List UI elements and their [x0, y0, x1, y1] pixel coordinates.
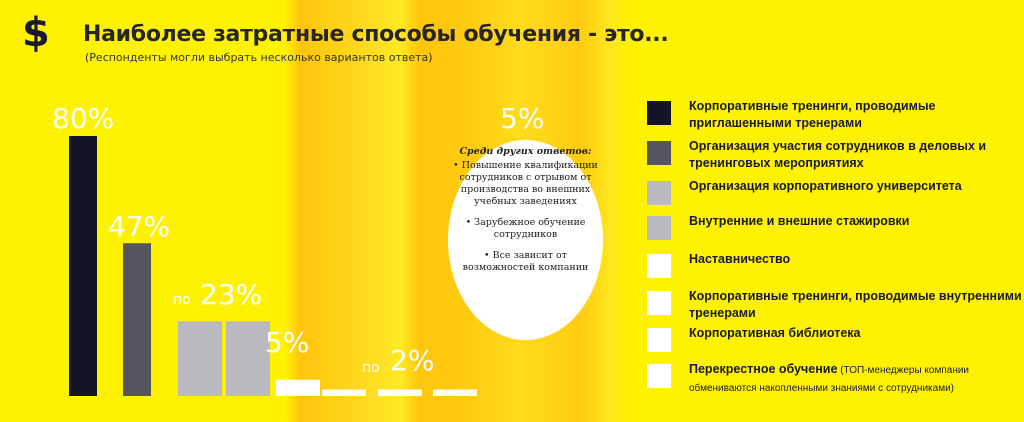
legend-label-text: Перекрестное обучение — [689, 362, 838, 376]
bar-8 — [433, 389, 477, 396]
legend-label: Организация участия сотрудников в деловы… — [689, 138, 1024, 172]
value-label: 47% — [108, 210, 170, 243]
other-answers-text: Среди других ответов: • Повышение квалиф… — [448, 146, 603, 283]
legend-label: Корпоративная библиотека — [689, 325, 1024, 342]
bar-7 — [378, 389, 422, 396]
other-answer-item: • Все зависит от возможностей компании — [462, 250, 589, 273]
legend-label: Корпоративные тренинги, проводимые пригл… — [689, 98, 1024, 132]
legend-label-text: Корпоративная библиотека — [689, 326, 861, 340]
dollar-icon: $ — [22, 10, 50, 56]
legend-label: Организация корпоративного университета — [689, 178, 1024, 195]
bar-2 — [123, 243, 151, 396]
legend-label-text: Корпоративные тренинги, проводимые внутр… — [689, 289, 1022, 320]
other-answer-item: • Зарубежное обучение сотрудников — [465, 217, 586, 240]
legend-swatch — [647, 364, 671, 388]
legend-swatch — [647, 328, 671, 352]
value-label: 2% — [390, 344, 434, 377]
legend-label-text: Организация корпоративного университета — [689, 179, 962, 193]
chart-title: Наиболее затратные способы обучения - эт… — [83, 22, 669, 47]
legend-label: Внутренние и внешние стажировки — [689, 213, 1024, 230]
value-label-prefix: по — [173, 292, 191, 308]
legend-swatch — [647, 101, 671, 125]
legend-label-text: Внутренние и внешние стажировки — [689, 214, 910, 228]
other-answers-oval — [448, 140, 603, 340]
bar-6 — [322, 389, 366, 396]
legend-label: Перекрестное обучение (ТОП-менеджеры ком… — [689, 361, 1024, 397]
value-label: 5% — [500, 102, 544, 135]
legend-label-text: Организация участия сотрудников в деловы… — [689, 139, 987, 170]
other-answers-heading: Среди других ответов: — [459, 146, 592, 157]
legend-swatch — [647, 141, 671, 165]
value-label: 23% — [200, 278, 262, 311]
value-label-prefix: по — [362, 360, 380, 376]
bar-4 — [226, 321, 270, 396]
bar-3 — [178, 321, 222, 396]
legend-label-text: Наставничество — [689, 252, 791, 266]
chart-subtitle: (Респонденты могли выбрать несколько вар… — [85, 51, 433, 64]
bar-5 — [276, 379, 320, 396]
value-label: 80% — [52, 102, 114, 135]
legend-label: Корпоративные тренинги, проводимые внутр… — [689, 288, 1024, 322]
bar-1 — [69, 136, 97, 396]
value-label: 5% — [265, 326, 309, 359]
legend-swatch — [647, 216, 671, 240]
legend-swatch — [647, 181, 671, 205]
legend-label-text: Корпоративные тренинги, проводимые пригл… — [689, 99, 936, 130]
legend-label: Наставничество — [689, 251, 1024, 268]
other-answer-item: • Повышение квалификации сотрудников с о… — [453, 160, 598, 207]
legend-label-note: (ТОП-менеджеры компании обмениваются нак… — [689, 365, 970, 394]
legend-swatch — [647, 254, 671, 278]
legend-swatch — [647, 291, 671, 315]
